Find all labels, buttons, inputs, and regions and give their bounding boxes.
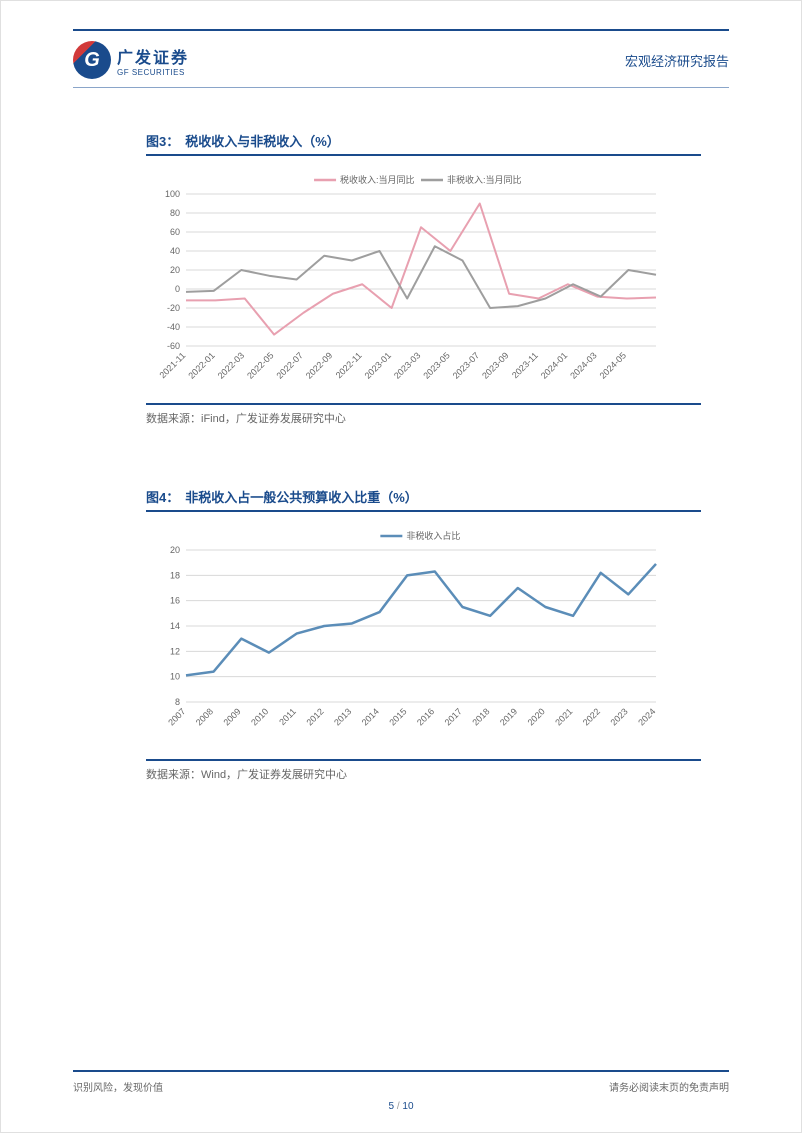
svg-text:-20: -20 — [167, 303, 180, 313]
chart-4-title: 非税收入占一般公共预算收入比重（%） — [185, 487, 418, 506]
chart-4-prefix: 图4： — [146, 487, 179, 506]
svg-text:2016: 2016 — [415, 706, 436, 727]
logo-text-en: GF SECURITIES — [117, 68, 189, 77]
svg-text:2024: 2024 — [636, 706, 657, 727]
svg-text:非税收入占比: 非税收入占比 — [406, 530, 460, 541]
svg-text:2023-07: 2023-07 — [451, 350, 481, 380]
svg-text:2009: 2009 — [221, 706, 242, 727]
svg-text:2022: 2022 — [581, 706, 602, 727]
svg-text:20: 20 — [170, 545, 180, 555]
svg-text:2022-01: 2022-01 — [186, 350, 216, 380]
svg-text:2022-05: 2022-05 — [245, 350, 275, 380]
svg-text:2023-01: 2023-01 — [363, 350, 393, 380]
svg-text:2022-03: 2022-03 — [216, 350, 246, 380]
svg-text:2022-07: 2022-07 — [274, 350, 304, 380]
svg-text:2024-05: 2024-05 — [598, 350, 628, 380]
svg-text:2008: 2008 — [194, 706, 215, 727]
svg-text:14: 14 — [170, 621, 180, 631]
svg-text:100: 100 — [165, 189, 180, 199]
svg-text:2019: 2019 — [498, 706, 519, 727]
logo-icon: G — [73, 41, 111, 79]
svg-text:80: 80 — [170, 208, 180, 218]
svg-text:2023-09: 2023-09 — [480, 350, 510, 380]
svg-text:2010: 2010 — [249, 706, 270, 727]
svg-text:8: 8 — [175, 697, 180, 707]
page-number: 5 / 10 — [1, 1101, 801, 1112]
report-type: 宏观经济研究报告 — [625, 51, 729, 70]
svg-text:非税收入:当月同比: 非税收入:当月同比 — [447, 174, 522, 185]
svg-text:2018: 2018 — [470, 706, 491, 727]
svg-text:-60: -60 — [167, 341, 180, 351]
chart-3-block: 图3： 税收收入与非税收入（%） -60 -40 -20 0 20 40 60 80 100 20… — [146, 131, 701, 427]
svg-text:60: 60 — [170, 227, 180, 237]
svg-text:2023-03: 2023-03 — [392, 350, 422, 380]
chart-3-prefix: 图3： — [146, 131, 179, 150]
svg-text:2021-11: 2021-11 — [157, 350, 187, 380]
svg-text:2023-05: 2023-05 — [421, 350, 451, 380]
logo-text-cn: 广发证券 — [117, 44, 189, 68]
footer-right: 请务必阅读末页的免责声明 — [609, 1079, 729, 1094]
page-header: G 广发证券 GF SECURITIES 宏观经济研究报告 — [73, 41, 729, 79]
svg-text:2013: 2013 — [332, 706, 353, 727]
footer-left: 识别风险，发现价值 — [73, 1079, 163, 1094]
svg-text:2011: 2011 — [277, 706, 298, 727]
company-logo: G 广发证券 GF SECURITIES — [73, 41, 189, 79]
svg-text:20: 20 — [170, 265, 180, 275]
svg-text:16: 16 — [170, 596, 180, 606]
chart-4-source: 数据来源：Wind，广发证券发展研究中心 — [146, 769, 347, 781]
svg-text:2023-11: 2023-11 — [510, 350, 540, 380]
chart-4-block: 图4： 非税收入占一般公共预算收入比重（%） 8 10 12 14 16 18 20 2007… — [146, 487, 701, 783]
svg-text:18: 18 — [170, 570, 180, 580]
svg-text:2020: 2020 — [526, 706, 547, 727]
chart-4: 8 10 12 14 16 18 20 2007 2008 2009 2010 2011 2012 201… — [146, 522, 666, 752]
svg-text:10: 10 — [170, 672, 180, 682]
chart-3-source: 数据来源：iFind，广发证券发展研究中心 — [146, 413, 346, 425]
svg-text:2024-01: 2024-01 — [539, 350, 569, 380]
svg-text:2014: 2014 — [360, 706, 381, 727]
svg-text:2007: 2007 — [166, 706, 187, 727]
svg-text:0: 0 — [175, 284, 180, 294]
svg-text:2021: 2021 — [553, 706, 574, 727]
svg-text:2017: 2017 — [443, 706, 464, 727]
svg-text:2023: 2023 — [609, 706, 630, 727]
svg-text:税收收入:当月同比: 税收收入:当月同比 — [340, 174, 415, 185]
chart-3-title: 税收收入与非税收入（%） — [185, 131, 340, 150]
chart-3: -60-40-200204060801002021-112022-012022-… — [146, 166, 666, 396]
svg-text:2024-03: 2024-03 — [568, 350, 598, 380]
svg-text:-40: -40 — [167, 322, 180, 332]
svg-text:12: 12 — [170, 646, 180, 656]
svg-text:2012: 2012 — [304, 706, 325, 727]
svg-text:2015: 2015 — [387, 706, 408, 727]
page-footer: 识别风险，发现价值 请务必阅读末页的免责声明 — [73, 1079, 729, 1094]
svg-text:40: 40 — [170, 246, 180, 256]
svg-text:2022-11: 2022-11 — [334, 350, 364, 380]
svg-text:2022-09: 2022-09 — [304, 350, 334, 380]
